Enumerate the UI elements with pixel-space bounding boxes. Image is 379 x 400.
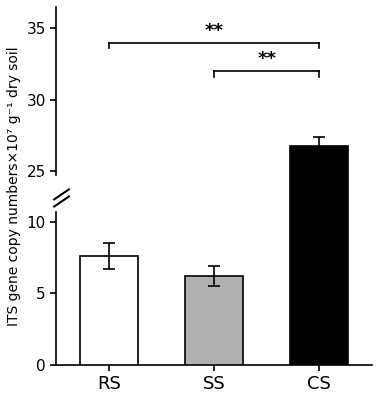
- Bar: [185, 276, 243, 365]
- Text: **: **: [257, 50, 276, 68]
- Y-axis label: ITS gene copy numbers×10⁷ g⁻¹ dry soil: ITS gene copy numbers×10⁷ g⁻¹ dry soil: [7, 46, 21, 326]
- Bar: [290, 146, 348, 365]
- Bar: [80, 256, 138, 365]
- Text: **: **: [205, 22, 224, 40]
